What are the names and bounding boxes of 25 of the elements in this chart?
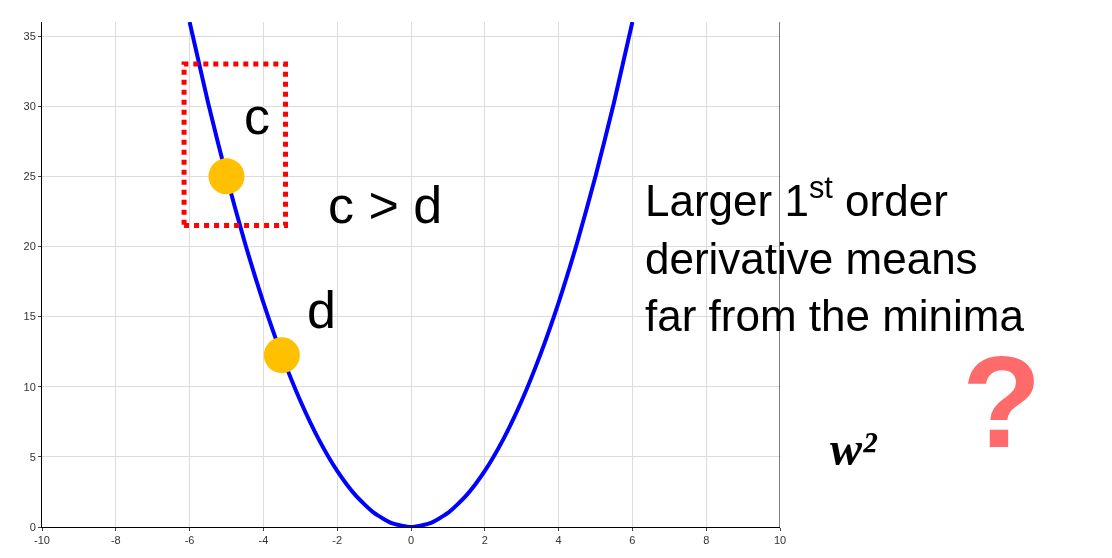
annotation: c > d bbox=[328, 176, 443, 234]
y-tick-label: 15 bbox=[23, 310, 36, 323]
x-tick-label: 10 bbox=[773, 534, 787, 547]
y-tick-label: 30 bbox=[23, 100, 36, 113]
y-tick-label: 5 bbox=[29, 450, 36, 463]
annotation: Larger 1$^{st}$ order derivative means far from the minima bbox=[645, 170, 1025, 340]
x-tick-label: 6 bbox=[629, 534, 636, 547]
line-series bbox=[187, 22, 635, 527]
x-tick-label: 4 bbox=[555, 534, 562, 547]
x-tick-label: -6 bbox=[184, 534, 195, 547]
y-tick-label: 35 bbox=[23, 29, 36, 42]
x-tick-label: -10 bbox=[34, 534, 50, 547]
x-tick-label: -2 bbox=[332, 534, 343, 547]
x-tick-label: 8 bbox=[703, 534, 710, 547]
y-tick-label: 0 bbox=[29, 520, 36, 533]
y-tick-label: 25 bbox=[23, 170, 36, 183]
x-tick-label: -4 bbox=[258, 534, 269, 547]
annotation: c bbox=[244, 87, 270, 145]
annotation: d bbox=[307, 281, 336, 339]
text: w² bbox=[830, 422, 879, 475]
x-tick-label: 2 bbox=[481, 534, 488, 547]
x-tick-label: -8 bbox=[110, 534, 121, 547]
x-tick-label: 0 bbox=[407, 534, 415, 547]
y-tick-label: 10 bbox=[23, 380, 36, 393]
y-tick-label: 20 bbox=[23, 240, 36, 253]
